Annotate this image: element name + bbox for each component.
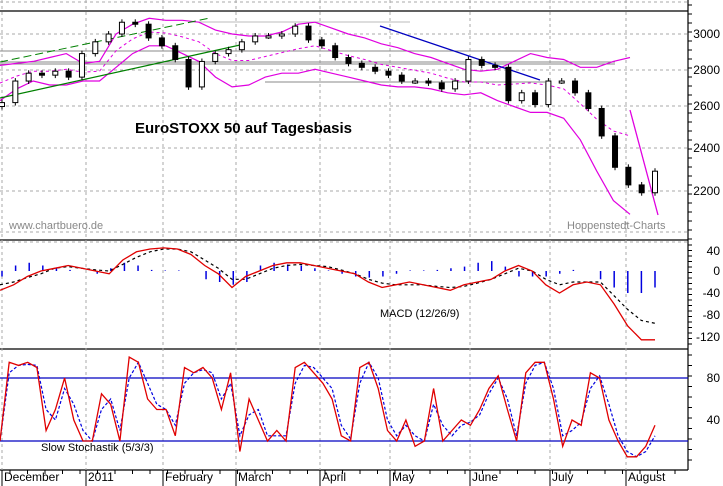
stochastic-panel [0, 355, 688, 458]
macd-tick-minus120: -120 [695, 330, 720, 344]
stoch-tick-80: 80 [706, 371, 720, 385]
month-label-july: July [552, 470, 574, 484]
month-label-may: May [392, 470, 415, 484]
macd-tick-40: 40 [706, 244, 720, 258]
month-label-february: February [165, 470, 214, 484]
month-label-march: March [238, 470, 272, 484]
month-label-april: April [322, 470, 347, 484]
price-tick-3000: 3000 [693, 27, 720, 41]
month-label-december: December [4, 470, 60, 484]
macd-tick-minus40: -40 [702, 286, 720, 300]
price-tick-2400: 2400 [693, 141, 720, 155]
source-label-right: Hoppenstedt-Charts [567, 220, 666, 232]
month-label-august: August [628, 470, 666, 484]
month-label-june: June [472, 470, 499, 484]
price-tick-2800: 2800 [693, 63, 720, 77]
source-label-left: www.chartbuero.de [9, 220, 104, 232]
axis-ticks [1, 4, 692, 486]
macd-tick-0: 0 [713, 264, 720, 278]
price-panel [0, 17, 659, 216]
macd-label: MACD (12/26/9) [380, 308, 460, 320]
stochastic-label: Slow Stochastik (5/3/3) [41, 442, 154, 454]
month-label-2011: 2011 [88, 470, 114, 484]
price-tick-2600: 2600 [693, 99, 720, 113]
macd-panel [0, 247, 656, 341]
chart-title: EuroSTOXX 50 auf Tagesbasis [135, 120, 353, 137]
grid-lines [0, 0, 688, 470]
macd-tick-minus80: -80 [702, 308, 720, 322]
price-tick-2200: 2200 [693, 184, 720, 198]
stoch-tick-40: 40 [706, 413, 720, 427]
